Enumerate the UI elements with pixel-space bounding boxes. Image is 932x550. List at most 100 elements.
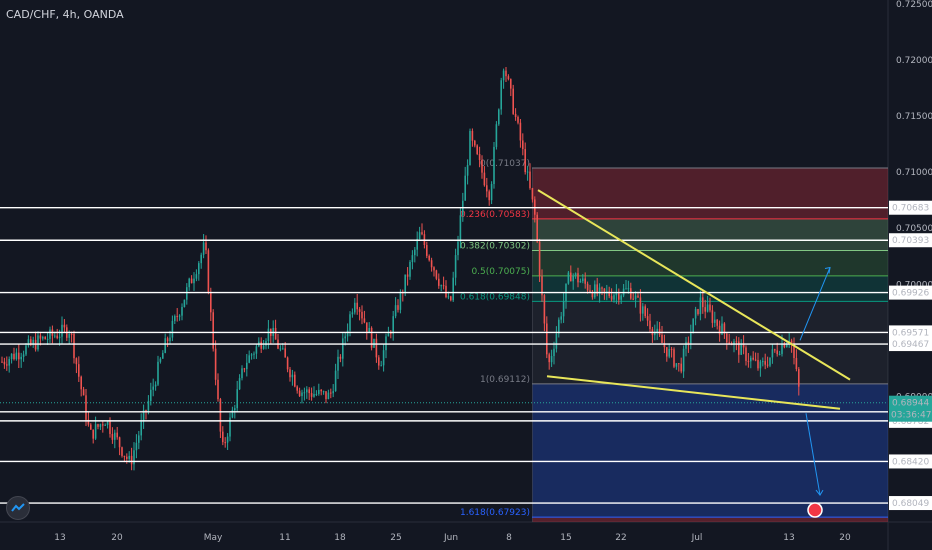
candle-body: [531, 188, 534, 200]
candle-body: [570, 272, 572, 282]
candle-body: [663, 343, 666, 348]
candle-body: [411, 255, 414, 262]
candle-body: [505, 70, 507, 77]
candle-body: [30, 339, 32, 345]
time-tick-label: 13: [54, 533, 65, 543]
candle-body: [418, 232, 421, 239]
candle-body: [334, 370, 337, 392]
arrow-head-icon: [824, 266, 831, 274]
candle-body: [224, 442, 226, 444]
candle-body: [286, 357, 289, 370]
candle-body: [202, 242, 205, 255]
candle-body: [416, 238, 418, 250]
candle-body: [164, 338, 166, 353]
time-tick-label: 11: [279, 533, 290, 543]
price-level-badge: [889, 337, 932, 352]
candle-body: [711, 310, 714, 323]
candle-body: [498, 109, 500, 125]
candle-body: [392, 316, 394, 334]
candle-body: [726, 333, 728, 343]
fib-level-label: 1.618(0.67923): [460, 508, 530, 518]
candle-body: [366, 322, 368, 334]
candle-body: [500, 80, 502, 110]
candle-body: [373, 338, 375, 348]
candle-body: [169, 337, 171, 342]
candle-body: [519, 122, 522, 141]
candle-body: [181, 306, 183, 316]
candle-body: [445, 285, 447, 297]
candle-body: [214, 348, 217, 380]
price-level-badge-label: 0.69571: [892, 328, 929, 338]
fib-level-label: 1(0.69112): [480, 375, 530, 385]
candle-body: [325, 391, 327, 400]
candle-body: [46, 338, 49, 340]
candle-body: [37, 335, 39, 350]
time-tick-label: 18: [334, 533, 346, 543]
price-level-badge-label: 0.70393: [892, 236, 929, 246]
candle-body: [798, 369, 800, 387]
candle-body: [342, 338, 344, 359]
candle-body: [529, 171, 531, 189]
candle-body: [769, 357, 771, 366]
fib-zone: [532, 383, 888, 518]
candle-body: [296, 386, 298, 391]
candle-body: [42, 336, 44, 339]
candle-body: [572, 275, 574, 282]
candle-body: [457, 241, 459, 256]
candle-body: [598, 287, 601, 294]
candle-body: [159, 358, 162, 362]
candle-body: [733, 341, 735, 346]
candle-body: [339, 356, 342, 359]
price-level-badge-label: 0.68420: [892, 457, 929, 467]
candle-body: [56, 335, 58, 339]
candle-body: [558, 319, 560, 334]
fib-zone: [532, 168, 888, 219]
candle-body: [594, 284, 596, 298]
candle-body: [375, 338, 378, 358]
current-price-label: 0.68944: [892, 399, 929, 409]
candle-body: [130, 455, 133, 465]
candle-body: [99, 424, 102, 427]
candle-body: [433, 267, 435, 271]
candle-body: [430, 260, 433, 268]
event-marker-icon: [807, 502, 823, 518]
candle-body: [70, 333, 73, 335]
candle-body: [471, 130, 474, 141]
candle-body: [157, 361, 159, 385]
candle-body: [13, 353, 15, 360]
candle-body: [344, 336, 346, 339]
candle-body: [126, 456, 128, 459]
candle-body: [692, 318, 694, 334]
candle-body: [370, 327, 373, 348]
candle-body: [111, 433, 114, 440]
candle-body: [716, 319, 718, 326]
time-tick-label: 25: [390, 533, 401, 543]
candle-body: [358, 309, 361, 312]
candle-body: [49, 329, 51, 339]
candle-body: [493, 146, 495, 185]
candle-body: [670, 349, 673, 351]
candle-body: [140, 421, 142, 436]
candle-body: [255, 346, 258, 354]
candle-body: [452, 277, 454, 301]
candle-body: [114, 432, 116, 440]
candle-body: [495, 124, 498, 147]
price-level-badge: [889, 325, 932, 340]
candle-body: [25, 345, 27, 355]
candle-body: [435, 270, 438, 279]
price-level-badge: [889, 285, 932, 300]
candle-body: [382, 350, 385, 366]
fib-level-label: 0.618(0.69848): [460, 292, 530, 302]
candle-body: [620, 295, 622, 300]
candle-body: [702, 297, 704, 308]
price-level-badge-label: 0.69926: [892, 289, 929, 299]
fib-level-label: 0.382(0.70302): [460, 241, 530, 251]
candle-body: [200, 254, 202, 264]
candle-body: [58, 336, 61, 339]
candle-body: [75, 358, 78, 365]
candle-body: [613, 295, 615, 300]
candle-body: [394, 305, 397, 317]
candle-body: [231, 410, 234, 418]
tradingview-logo-icon[interactable]: [6, 496, 30, 520]
